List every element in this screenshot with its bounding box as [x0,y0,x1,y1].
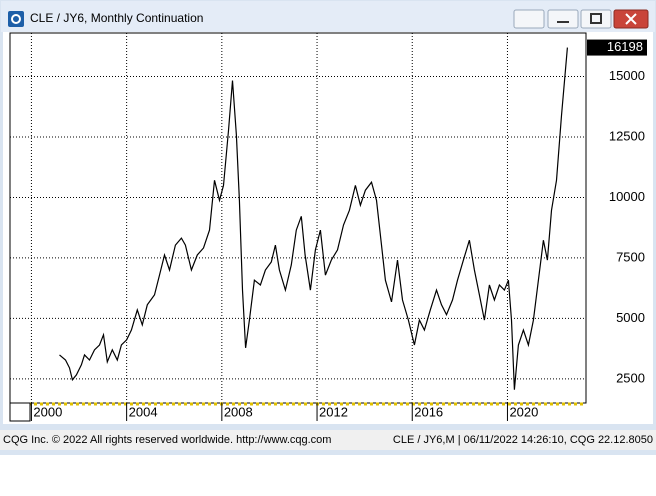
x-tick-label: 2016 [414,404,443,419]
footer-left: CQG Inc. © 2022 All rights reserved worl… [3,434,331,446]
chart-area [3,32,653,424]
price-line [59,47,568,390]
maximize-icon [590,13,602,24]
y-tick-label: 7500 [616,249,645,264]
x-tick-label: 2000 [33,404,62,419]
app-icon [8,11,24,27]
x-tick-label: 2012 [319,404,348,419]
last-value-label: 16198 [607,39,643,54]
corner-box [9,402,31,422]
y-tick-label: 5000 [616,310,645,325]
last-value-box [587,39,647,56]
y-tick-label: 10000 [609,189,645,204]
x-tick-label: 2004 [129,404,158,419]
close-icon [625,13,637,25]
footer-right: CLE / JY6,M | 06/11/2022 14:26:10, CQG 2… [393,434,653,446]
y-tick-label: 15000 [609,68,645,83]
x-tick-label: 2008 [224,404,253,419]
y-tick-label: 2500 [616,370,645,385]
status-bar [0,430,656,450]
x-tick-label: 2020 [509,404,538,419]
maximize-button[interactable] [580,9,612,29]
link-button[interactable] [513,9,545,29]
minimize-button[interactable] [547,9,579,29]
title-bar [1,1,655,32]
app-icon-glyph [11,14,21,24]
plot [10,33,586,403]
window-title: CLE / JY6, Monthly Continuation [30,11,203,25]
y-tick-label: 12500 [609,128,645,143]
